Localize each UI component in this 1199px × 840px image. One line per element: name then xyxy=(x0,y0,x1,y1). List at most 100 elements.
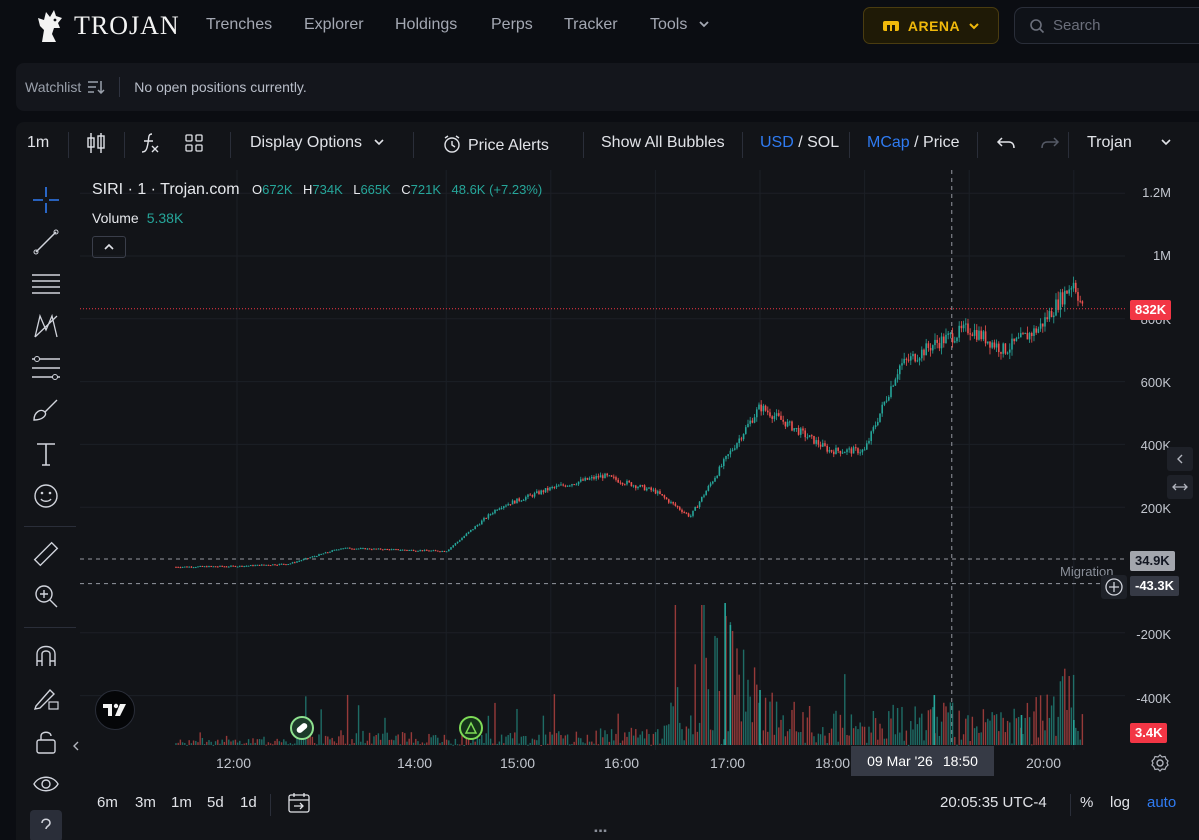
settings-gear-icon[interactable] xyxy=(1150,753,1170,773)
lock-drawing-tool[interactable] xyxy=(30,682,62,714)
candle-body xyxy=(597,476,600,478)
clock[interactable]: 20:05:35 UTC-4 xyxy=(940,794,1047,811)
resize-handle[interactable]: ▪▪▪ xyxy=(594,826,608,837)
percent-toggle[interactable]: % xyxy=(1080,794,1094,811)
display-options-button[interactable]: Display Options xyxy=(250,134,385,152)
range-1m[interactable]: 1m xyxy=(171,794,192,811)
nav-perps[interactable]: Perps xyxy=(491,16,533,33)
price-chart[interactable] xyxy=(80,170,1125,750)
volume-bar xyxy=(793,701,795,745)
search-input[interactable]: Search xyxy=(1014,7,1199,44)
scale-toggle-button[interactable] xyxy=(1167,475,1193,499)
range-3m[interactable]: 3m xyxy=(135,794,156,811)
trojan-marker[interactable] xyxy=(459,716,483,740)
interval-selector[interactable]: 1m xyxy=(27,134,50,151)
time-tick: 18:00 xyxy=(815,755,851,771)
magnet-tool[interactable] xyxy=(30,640,62,672)
indicators-icon[interactable] xyxy=(140,132,160,154)
candle-body xyxy=(659,491,661,495)
candle-body xyxy=(707,485,710,491)
arena-button[interactable]: ARENA xyxy=(863,7,999,44)
visibility-tool[interactable] xyxy=(30,768,62,800)
top-nav: TROJAN Trenches Explorer Holdings Perps … xyxy=(0,0,1199,52)
nav-explorer[interactable]: Explorer xyxy=(304,16,364,33)
brush-tool[interactable] xyxy=(30,394,62,426)
candle-body xyxy=(291,562,294,564)
crosshair-tool[interactable] xyxy=(30,184,62,216)
candle-body xyxy=(681,509,683,513)
candle-body xyxy=(1026,332,1029,340)
layout-grid-icon[interactable] xyxy=(184,133,204,153)
volume-bar xyxy=(261,739,263,745)
price-alerts-button[interactable]: Price Alerts xyxy=(442,134,549,155)
goto-date-icon[interactable] xyxy=(287,792,311,814)
volume-bar xyxy=(991,712,993,745)
nav-tools[interactable]: Tools xyxy=(650,16,710,34)
candle-body xyxy=(377,548,380,550)
auto-toggle[interactable]: auto xyxy=(1147,794,1177,811)
volume-bar xyxy=(1059,681,1062,745)
redo-icon[interactable] xyxy=(1040,134,1060,152)
candle-body xyxy=(309,557,311,559)
nav-holdings[interactable]: Holdings xyxy=(395,16,458,33)
watchlist-toggle[interactable]: Watchlist xyxy=(25,79,105,95)
volume-bar xyxy=(758,702,760,745)
candle-body xyxy=(927,343,930,348)
scroll-left-button[interactable] xyxy=(1167,447,1193,471)
volume-bar xyxy=(980,732,982,745)
volume-bar xyxy=(569,744,571,746)
price-axis[interactable]: 1.2M 1M 800K 600K 400K 200K -200K -400K xyxy=(1125,170,1199,770)
candle-body xyxy=(478,524,481,526)
price-tick: 1.2M xyxy=(1142,185,1171,200)
volume-bar xyxy=(643,738,646,745)
candle-body xyxy=(1004,343,1007,354)
undo-icon[interactable] xyxy=(996,134,1016,152)
candle-body xyxy=(177,566,179,568)
nav-trenches[interactable]: Trenches xyxy=(206,16,273,33)
volume-bar xyxy=(615,733,617,745)
volume-bar xyxy=(949,702,952,745)
candle-body xyxy=(320,553,322,555)
lock-all-tool[interactable] xyxy=(30,726,62,758)
metric-toggle[interactable]: MCap / Price xyxy=(867,134,959,152)
layout-selector[interactable]: Trojan xyxy=(1087,134,1172,152)
add-alert-button[interactable] xyxy=(1101,575,1127,599)
ohlc-close: 721K xyxy=(410,182,442,197)
candle-body xyxy=(832,451,835,455)
pill-marker[interactable] xyxy=(290,716,314,740)
collapse-toolbar-icon[interactable] xyxy=(72,740,80,752)
fib-tool[interactable] xyxy=(30,352,62,384)
brand-logo[interactable]: TROJAN xyxy=(34,8,180,44)
emoji-tool[interactable] xyxy=(30,480,62,512)
nav-tracker[interactable]: Tracker xyxy=(564,16,618,33)
horizontal-lines-tool[interactable] xyxy=(30,268,62,300)
ohlc-change: 48.6K (+7.23%) xyxy=(451,182,543,197)
show-all-bubbles-button[interactable]: Show All Bubbles xyxy=(601,134,725,151)
zoom-tool[interactable] xyxy=(30,580,62,612)
text-tool[interactable] xyxy=(30,438,62,470)
candle-type-icon[interactable] xyxy=(86,132,106,154)
candle-body xyxy=(795,428,798,430)
volume-bar xyxy=(745,711,747,745)
collapse-legend-button[interactable] xyxy=(92,236,126,258)
currency-toggle[interactable]: USD / SOL xyxy=(760,134,839,152)
range-6m[interactable]: 6m xyxy=(97,794,118,811)
ruler-tool[interactable] xyxy=(30,538,62,570)
pattern-tool[interactable] xyxy=(30,310,62,342)
range-5d[interactable]: 5d xyxy=(207,794,224,811)
candle-body xyxy=(205,566,208,568)
candle-body xyxy=(463,536,465,538)
range-1d[interactable]: 1d xyxy=(240,794,257,811)
candle-body xyxy=(806,437,809,439)
candle-body xyxy=(630,482,633,487)
candle-body xyxy=(428,550,430,552)
volume-bar xyxy=(538,734,540,745)
log-toggle[interactable]: log xyxy=(1110,794,1131,811)
tradingview-logo[interactable] xyxy=(95,690,135,730)
chart-legend: SIRI · 1 · Trojan.com O672K H734K L665K … xyxy=(92,181,542,199)
candle-body xyxy=(274,564,276,566)
candle-body xyxy=(830,450,833,452)
candle-body xyxy=(487,514,490,519)
trend-line-tool[interactable] xyxy=(30,226,62,258)
delete-tool[interactable] xyxy=(30,810,62,840)
